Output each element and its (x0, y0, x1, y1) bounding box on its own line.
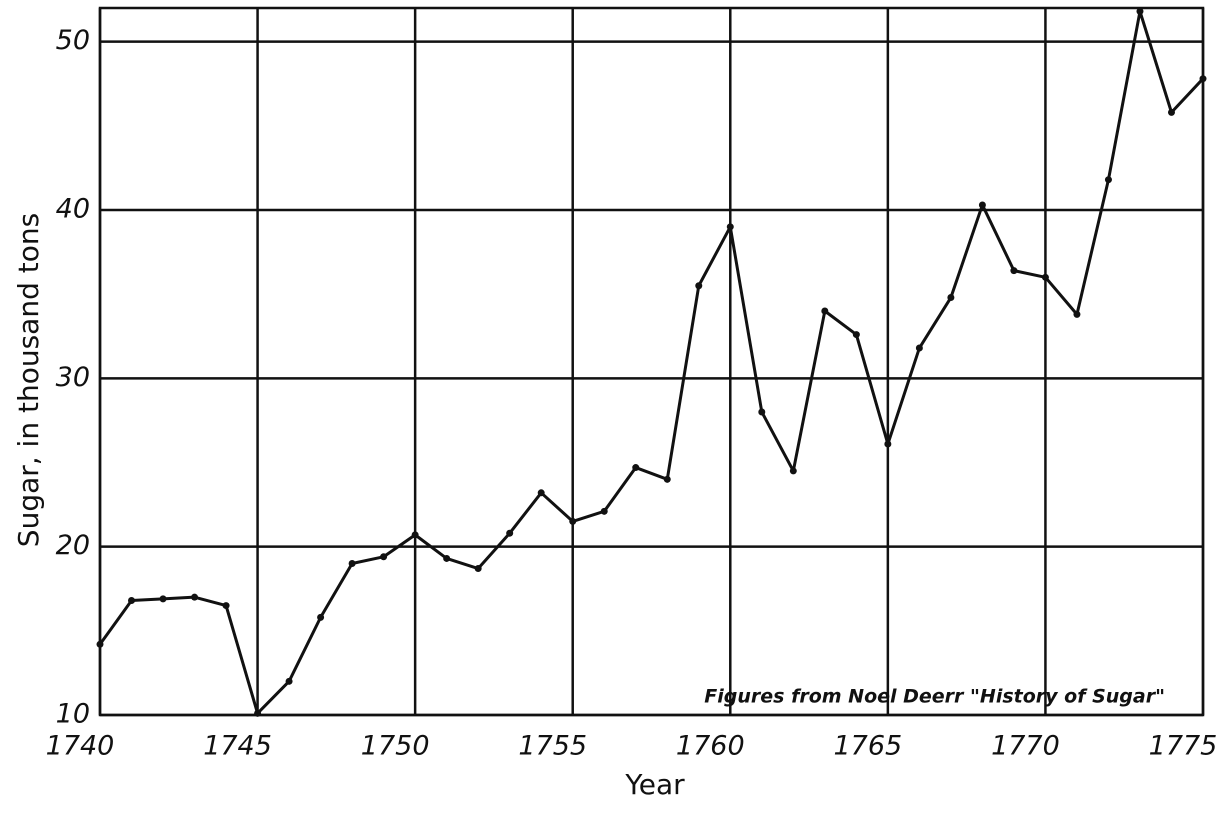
data-point (222, 602, 230, 610)
data-point (632, 464, 640, 472)
data-point (789, 467, 797, 475)
data-point (726, 223, 734, 231)
data-point (1041, 273, 1049, 281)
data-point (1167, 108, 1175, 116)
data-point (380, 553, 388, 561)
x-tick-label: 1765 (833, 731, 902, 762)
data-point (474, 565, 482, 573)
x-tick-label: 1745 (203, 731, 272, 762)
data-point (128, 597, 136, 605)
x-tick-label: 1755 (518, 731, 587, 762)
data-point (506, 529, 514, 537)
y-tick-label: 50 (56, 25, 90, 56)
data-point (1073, 310, 1081, 318)
x-tick-label: 1775 (1149, 731, 1218, 762)
x-tick-label: 1740 (46, 731, 115, 762)
data-point (695, 282, 703, 290)
y-tick-label: 30 (56, 362, 90, 393)
data-point (1010, 267, 1018, 275)
data-point (1136, 7, 1144, 15)
data-point (537, 489, 545, 497)
data-point (96, 640, 104, 648)
y-tick-label: 40 (56, 194, 90, 225)
x-tick-label: 1760 (676, 731, 745, 762)
data-point (159, 595, 167, 603)
x-tick-label: 1750 (361, 731, 430, 762)
data-point (443, 554, 451, 562)
data-point (852, 331, 860, 339)
data-point (1199, 75, 1207, 83)
x-axis-label: Year (624, 768, 685, 801)
data-point (915, 344, 923, 352)
data-point (569, 517, 577, 525)
data-point (317, 613, 325, 621)
data-point (285, 677, 293, 685)
data-point (600, 507, 608, 515)
data-point (191, 593, 199, 601)
data-point (1104, 176, 1112, 184)
data-point (821, 307, 829, 315)
data-point (411, 531, 419, 539)
x-tick-label: 1770 (991, 731, 1060, 762)
data-point (947, 294, 955, 302)
y-tick-label: 20 (56, 530, 90, 561)
data-point (978, 201, 986, 209)
data-line (98, 9, 1205, 715)
data-point (348, 560, 356, 567)
y-axis-label: Sugar, in thousand tons (12, 213, 45, 547)
data-point (254, 709, 262, 717)
data-point (758, 408, 766, 416)
y-tick-label: 10 (56, 699, 90, 730)
data-point (884, 440, 892, 448)
data-point (663, 475, 671, 483)
plot-frame (98, 6, 1205, 717)
annotation: Figures from Noel Deerr "History of Suga… (704, 686, 1165, 708)
